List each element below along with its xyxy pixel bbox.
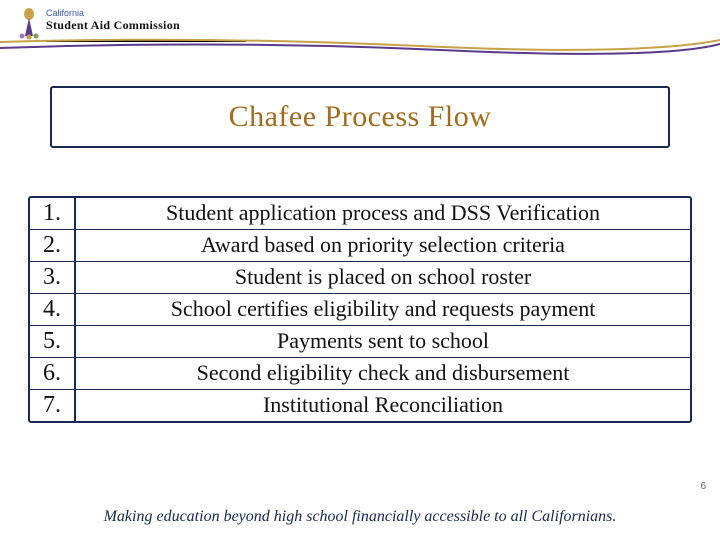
- step-text: Payments sent to school: [76, 326, 690, 357]
- header-text: California Student Aid Commission: [46, 8, 180, 33]
- step-number: 2.: [30, 230, 76, 261]
- table-row: 7. Institutional Reconciliation: [30, 390, 690, 421]
- header-line2: Student Aid Commission: [46, 18, 180, 33]
- table-row: 5. Payments sent to school: [30, 326, 690, 358]
- table-row: 4. School certifies eligibility and requ…: [30, 294, 690, 326]
- table-row: 6. Second eligibility check and disburse…: [30, 358, 690, 390]
- table-row: 3. Student is placed on school roster: [30, 262, 690, 294]
- header-line1: California: [46, 8, 180, 18]
- table-row: 2. Award based on priority selection cri…: [30, 230, 690, 262]
- csac-logo: [18, 6, 40, 40]
- swoosh-divider: [0, 38, 720, 68]
- step-number: 4.: [30, 294, 76, 325]
- step-text: Award based on priority selection criter…: [76, 230, 690, 261]
- step-text: School certifies eligibility and request…: [76, 294, 690, 325]
- steps-table: 1. Student application process and DSS V…: [28, 196, 692, 423]
- page-number: 6: [700, 481, 706, 492]
- footer-tagline: Making education beyond high school fina…: [0, 508, 720, 526]
- table-row: 1. Student application process and DSS V…: [30, 198, 690, 230]
- step-text: Student is placed on school roster: [76, 262, 690, 293]
- step-text: Student application process and DSS Veri…: [76, 198, 690, 229]
- slide: California Student Aid Commission Chafee…: [0, 0, 720, 540]
- step-text: Second eligibility check and disbursemen…: [76, 358, 690, 389]
- step-text: Institutional Reconciliation: [76, 390, 690, 421]
- step-number: 1.: [30, 198, 76, 229]
- page-title: Chafee Process Flow: [229, 100, 492, 134]
- title-box: Chafee Process Flow: [50, 86, 670, 148]
- step-number: 6.: [30, 358, 76, 389]
- step-number: 5.: [30, 326, 76, 357]
- step-number: 3.: [30, 262, 76, 293]
- step-number: 7.: [30, 390, 76, 421]
